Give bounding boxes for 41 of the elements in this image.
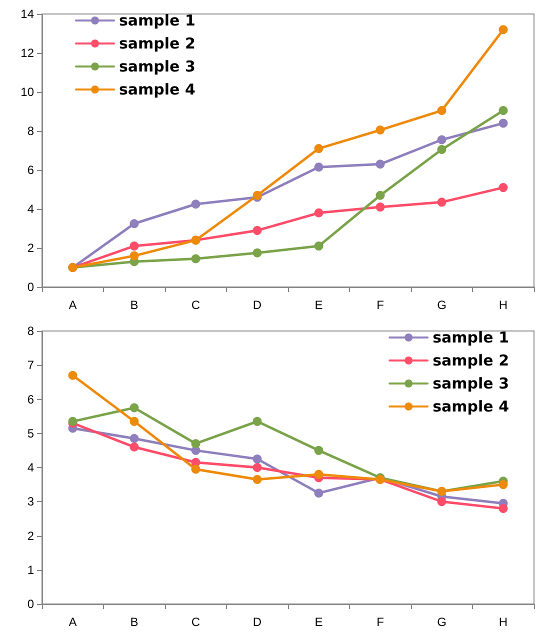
x-tick-label: A xyxy=(68,615,77,629)
x-tick-label: A xyxy=(68,298,77,312)
y-tick-label: 8 xyxy=(27,324,34,338)
x-tick-label: C xyxy=(191,298,200,312)
x-tick-label: F xyxy=(376,298,384,312)
x-tick-label: H xyxy=(498,615,508,629)
y-tick-label: 2 xyxy=(27,241,34,255)
legend-label: sample 3 xyxy=(119,58,196,76)
legend-label: sample 1 xyxy=(432,328,510,346)
y-tick-label: 6 xyxy=(27,392,34,406)
x-tick-label: B xyxy=(130,298,138,312)
legend-label: sample 1 xyxy=(119,12,196,30)
x-tick-label: H xyxy=(498,298,508,312)
y-tick-label: 14 xyxy=(20,7,34,21)
x-tick-label: C xyxy=(191,615,200,629)
x-tick-label: D xyxy=(252,615,262,629)
y-tick-label: 7 xyxy=(27,358,34,372)
x-tick-label: E xyxy=(314,298,323,312)
y-tick-label: 3 xyxy=(27,494,34,509)
legend-label: sample 3 xyxy=(432,374,510,392)
y-tick-label: 6 xyxy=(27,163,34,177)
y-tick-label: 5 xyxy=(27,426,34,440)
y-tick-label: 4 xyxy=(27,202,34,216)
y-tick-label: 12 xyxy=(20,46,34,60)
y-tick-label: 0 xyxy=(27,280,34,294)
legend-label: sample 2 xyxy=(432,352,510,370)
x-tick-label: G xyxy=(437,615,446,629)
x-tick-label: B xyxy=(130,615,138,629)
x-tick-label: F xyxy=(376,615,384,629)
y-tick-label: 1 xyxy=(27,562,34,577)
y-tick-label: 4 xyxy=(27,460,34,474)
y-tick-label: 0 xyxy=(27,597,34,611)
x-tick-label: G xyxy=(437,298,446,312)
x-tick-label: E xyxy=(314,615,323,629)
legend-label: sample 2 xyxy=(119,34,196,52)
legend-label: sample 4 xyxy=(119,80,196,98)
x-tick-label: D xyxy=(252,298,262,312)
y-tick-label: 2 xyxy=(27,528,34,543)
y-tick-label: 10 xyxy=(20,85,34,99)
legend-label: sample 4 xyxy=(432,398,510,416)
y-tick-label: 8 xyxy=(27,124,34,138)
